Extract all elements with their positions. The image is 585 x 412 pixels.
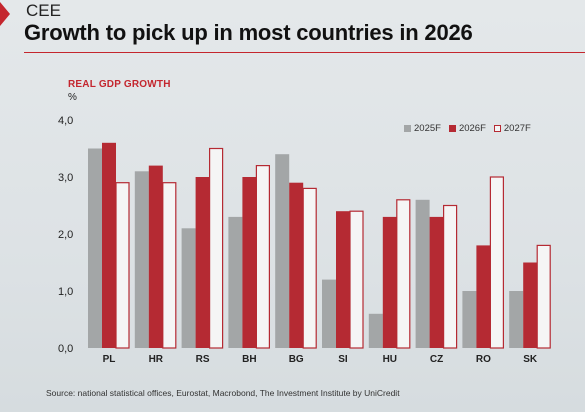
bar-rs-2025f xyxy=(181,228,196,348)
legend: 2025F 2026F 2027F xyxy=(404,123,531,134)
bar-rs-2027f xyxy=(209,147,224,349)
bar-si-2027f xyxy=(349,210,364,349)
y-tick-label: 2,0 xyxy=(58,229,73,241)
x-category-label: BG xyxy=(289,354,304,365)
x-category-label: SI xyxy=(338,354,348,365)
x-category-label: RO xyxy=(476,354,491,365)
y-tick-label: 0,0 xyxy=(58,343,73,355)
x-category-label: BH xyxy=(242,354,256,365)
y-axis-ticks: 0,0 1,0 2,0 3,0 4,0 xyxy=(58,115,73,355)
bar-bh-2025f xyxy=(228,216,243,348)
legend-label-2027: 2027F xyxy=(503,123,531,134)
legend-swatch-2027 xyxy=(493,125,501,132)
bar-bg-2025f xyxy=(275,154,290,348)
bar-series xyxy=(88,142,551,349)
bar-ro-2026f xyxy=(476,245,491,348)
x-category-label: HU xyxy=(383,354,397,365)
bar-ro-2025f xyxy=(462,291,477,348)
bar-sk-2026f xyxy=(523,262,538,348)
source-note: Source: national statistical offices, Eu… xyxy=(46,388,400,398)
bar-hu-2026f xyxy=(382,216,397,348)
section-tag: CEE xyxy=(26,1,61,20)
bar-bg-2026f xyxy=(289,182,304,348)
y-tick-label: 4,0 xyxy=(58,115,73,127)
x-axis-categories: PL HR RS BH BG SI HU CZ RO SK xyxy=(103,354,538,365)
y-axis-unit: % xyxy=(68,92,77,103)
bar-ro-2027f xyxy=(489,176,504,349)
legend-item-2026: 2026F xyxy=(448,123,486,134)
bar-cz-2027f xyxy=(443,204,458,349)
bar-hu-2027f xyxy=(396,199,411,349)
x-category-label: RS xyxy=(196,354,210,365)
y-tick-label: 3,0 xyxy=(58,172,73,184)
corner-arrow-icon xyxy=(0,2,10,26)
bar-cz-2026f xyxy=(429,216,444,348)
bar-hr-2026f xyxy=(148,165,163,348)
legend-label-2026: 2026F xyxy=(458,123,486,134)
bar-sk-2025f xyxy=(509,291,524,348)
bar-hr-2025f xyxy=(134,171,149,348)
legend-item-2025: 2025F xyxy=(404,123,441,134)
bar-rs-2026f xyxy=(195,177,210,348)
bar-si-2025f xyxy=(322,279,336,348)
title-divider xyxy=(24,52,585,53)
chart-title: Growth to pick up in most countries in 2… xyxy=(24,20,473,45)
bar-pl-2027f xyxy=(115,182,130,349)
legend-item-2027: 2027F xyxy=(493,123,531,134)
metric-label: REAL GDP GROWTH xyxy=(68,79,171,90)
bar-pl-2025f xyxy=(88,148,102,348)
legend-swatch-2026 xyxy=(448,125,456,132)
x-category-label: HR xyxy=(149,354,164,365)
x-category-label: CZ xyxy=(430,354,443,365)
x-category-label: SK xyxy=(523,354,538,365)
bar-cz-2025f xyxy=(415,199,430,348)
bar-pl-2026f xyxy=(102,142,116,348)
bar-hr-2027f xyxy=(162,182,177,349)
bar-sk-2027f xyxy=(536,244,551,349)
y-tick-label: 1,0 xyxy=(58,286,73,298)
legend-swatch-2025 xyxy=(404,125,411,132)
bar-bh-2026f xyxy=(242,177,257,348)
legend-label-2025: 2025F xyxy=(414,123,441,134)
bar-hu-2025f xyxy=(368,313,383,348)
bar-bh-2027f xyxy=(255,165,270,349)
x-category-label: PL xyxy=(103,354,116,365)
bar-bg-2027f xyxy=(302,187,317,349)
bar-si-2026f xyxy=(336,211,350,348)
